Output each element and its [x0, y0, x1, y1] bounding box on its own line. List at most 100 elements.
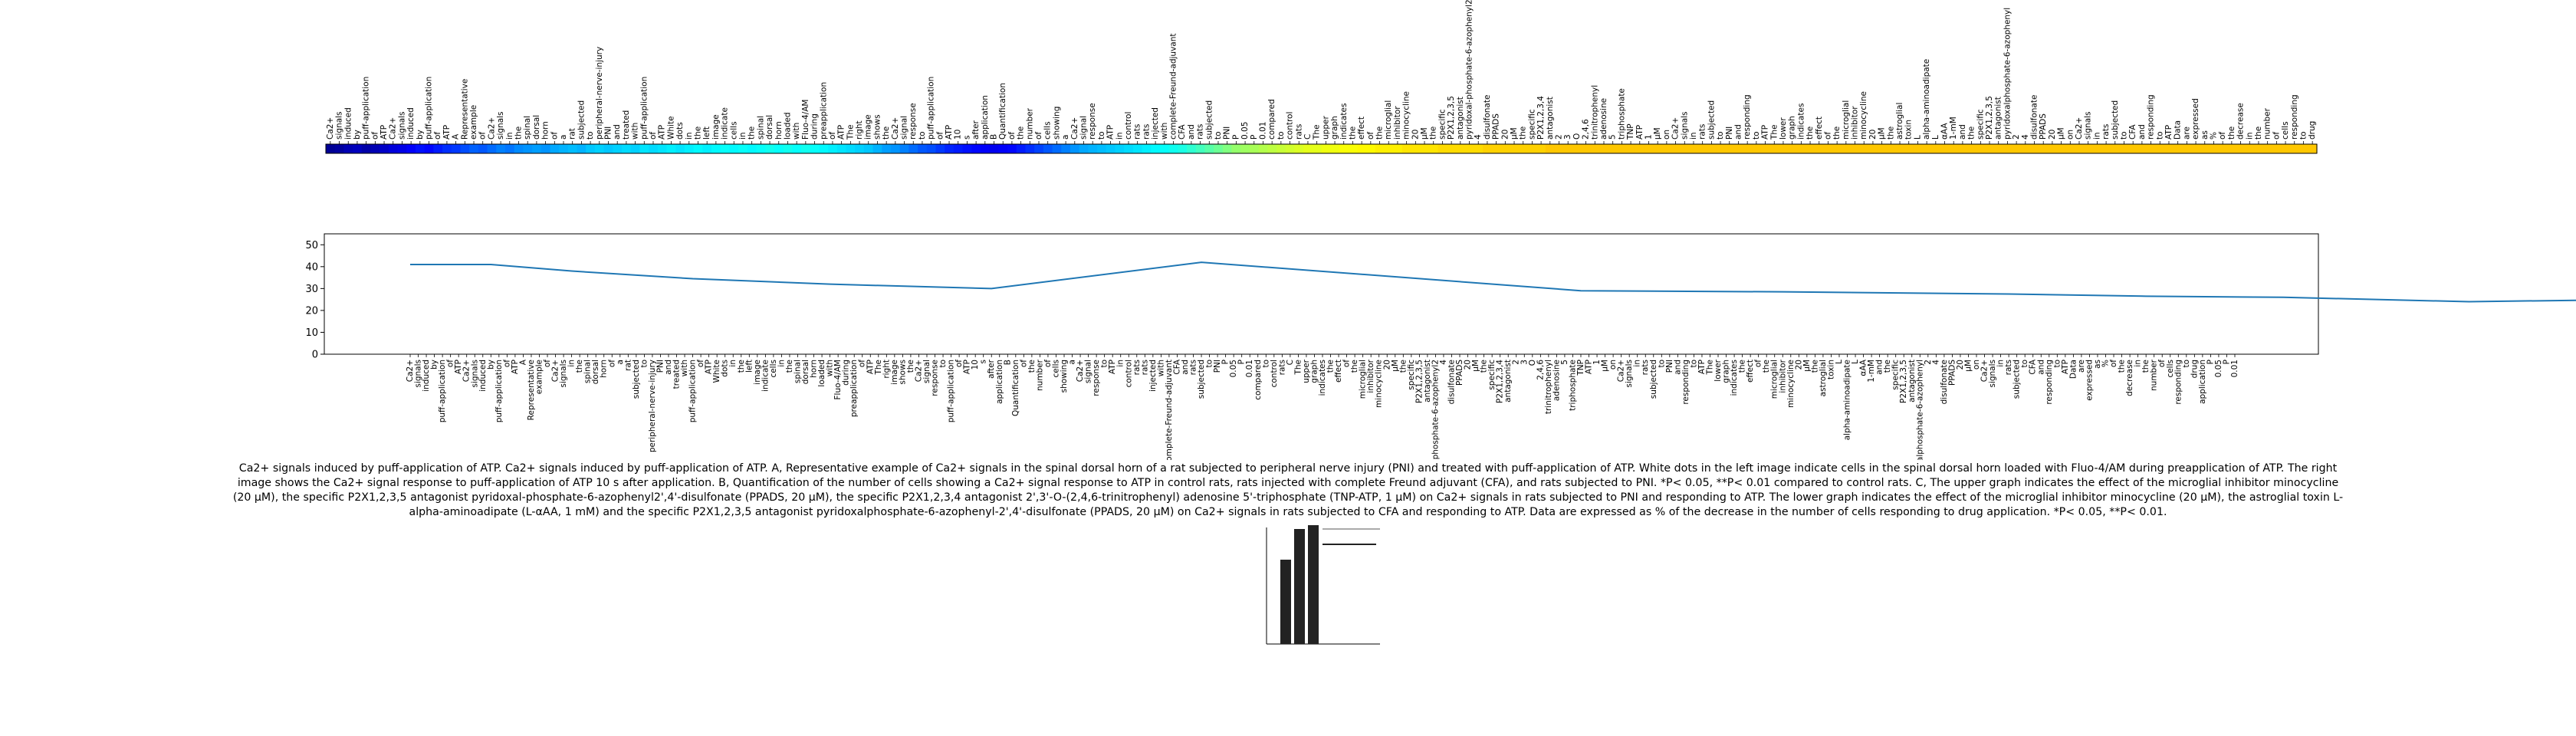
x-tick-label: B	[1003, 360, 1012, 365]
heatmap-token-label: specific	[1976, 109, 1985, 140]
x-tick-label: ATP	[866, 360, 875, 374]
heatmap-token-label: dots	[675, 122, 685, 140]
heatmap-token-label: in	[2092, 132, 2101, 140]
x-tick-label: to	[2020, 360, 2029, 368]
x-tick-label: response	[931, 360, 940, 396]
heatmap-token-label: Ca2+	[2075, 117, 2084, 140]
heatmap-cell	[2298, 144, 2308, 153]
x-tick-label: to	[1100, 360, 1109, 368]
heatmap-token-label: ATP	[380, 125, 389, 140]
heatmap-token-label: B	[990, 134, 999, 140]
heatmap-token-label: Ca2+	[326, 117, 335, 140]
heatmap-cell	[783, 144, 793, 153]
heatmap-token-label: peripheral-nerve-injury	[595, 47, 604, 140]
heatmap-token-label: minocycline	[1402, 91, 1411, 140]
heatmap-cell	[451, 144, 462, 153]
heatmap-cell	[433, 144, 443, 153]
heatmap-cell	[1724, 144, 1735, 153]
x-tick-label: pyridoxal-phosphate-6-azophenyl2	[1431, 360, 1440, 460]
x-tick-label: ATP	[511, 360, 520, 374]
x-tick-label: CFA	[2029, 359, 2038, 374]
x-tick-label: cells	[1051, 360, 1060, 378]
heatmap-token-label: and	[2137, 124, 2147, 140]
heatmap-cell	[2155, 144, 2165, 153]
x-tick-label: P2X1,2,3,5	[1414, 360, 1424, 403]
x-tick-label: to	[639, 360, 649, 368]
x-tick-label: loaded	[817, 360, 826, 387]
x-tick-label: subjected	[2013, 360, 2022, 399]
heatmap-token-label: Quantification	[998, 83, 1007, 140]
heatmap-cell	[1312, 144, 1322, 153]
heatmap-token-label: 20	[1411, 130, 1420, 140]
heatmap-token-label: antagonist	[1994, 97, 2003, 140]
heatmap-token-label: 3	[1563, 134, 1572, 140]
heatmap-cell	[1420, 144, 1430, 153]
heatmap-cell	[1895, 144, 1905, 153]
x-tick-label: PPADS	[1947, 360, 1957, 386]
x-tick-label: specific	[1407, 360, 1416, 390]
heatmap-token-label: spinal	[523, 116, 532, 140]
x-tick-label: 0.05	[1229, 360, 1238, 377]
heatmap-token-label: P	[1250, 135, 1259, 140]
x-tick-label: 1-mM	[1867, 360, 1876, 383]
heatmap-cell	[1178, 144, 1188, 153]
heatmap-cell	[1930, 144, 1941, 153]
heatmap-token-label: antagonist	[1546, 97, 1555, 140]
x-tick-label: by	[430, 360, 439, 370]
heatmap-cell	[836, 144, 847, 153]
heatmap-cell	[343, 144, 353, 153]
x-tick-label: induced	[478, 360, 488, 392]
heatmap-cell	[2137, 144, 2147, 153]
x-tick-label: disulfonate	[1447, 360, 1457, 404]
heatmap-token-label: Ca2+	[1671, 117, 1681, 140]
x-tick-label: to	[1261, 360, 1270, 368]
heatmap-token-label: the	[514, 127, 524, 140]
heatmap-cell	[1563, 144, 1573, 153]
x-tick-label: the	[1810, 360, 1819, 373]
y-tick-label: 0	[312, 350, 318, 361]
heatmap-cell	[353, 144, 363, 153]
heatmap-cell	[1949, 144, 1959, 153]
heatmap-cell	[1599, 144, 1609, 153]
heatmap-cell	[693, 144, 703, 153]
heatmap-cell	[1500, 144, 1510, 153]
x-tick-label: dorsal	[801, 360, 810, 384]
heatmap-token-label: 20	[1500, 130, 1510, 140]
heatmap-token-label: rats	[1196, 124, 1205, 140]
heatmap-token-label: image	[711, 114, 721, 140]
heatmap-token-label: to	[1276, 131, 1286, 140]
x-tick-label: The	[1293, 360, 1303, 376]
x-tick-label: the	[1762, 360, 1771, 373]
heatmap-cell	[1859, 144, 1869, 153]
heatmap-token-label: ATP	[1635, 125, 1644, 140]
x-tick-label: response	[1092, 360, 1101, 396]
x-tick-label: μM	[1963, 360, 1973, 372]
heatmap-token-label: Data	[2174, 120, 2183, 140]
heatmap-token-label: signals	[397, 111, 406, 140]
x-tick-label: μM	[1391, 360, 1400, 372]
heatmap-cell	[1787, 144, 1798, 153]
heatmap-token-label: signal	[1079, 116, 1089, 140]
heatmap-token-label: with	[1160, 123, 1169, 140]
heatmap-token-label: in	[1689, 132, 1698, 140]
x-tick-label: spinal	[793, 360, 802, 383]
heatmap-token-label: on	[2065, 130, 2075, 140]
heatmap-token-label: White	[666, 116, 675, 140]
x-tick-label: rats	[2004, 360, 2013, 375]
heatmap-cell	[971, 144, 981, 153]
heatmap-cell	[1689, 144, 1699, 153]
x-tick-label: White	[712, 360, 721, 383]
heatmap-token-label: μM	[1653, 127, 1662, 140]
heatmap-token-label: of	[1823, 132, 1832, 140]
x-tick-label: P	[2222, 360, 2231, 364]
heatmap-cell	[1814, 144, 1825, 153]
heatmap-token-label: expressed	[2191, 98, 2200, 140]
heatmap-cell	[1285, 144, 1296, 153]
x-tick-label: to	[1689, 360, 1698, 368]
heatmap-cell	[1806, 144, 1815, 153]
heatmap-cell	[1303, 144, 1313, 153]
x-tick-label: puff-application	[947, 360, 956, 422]
x-tick-label: 1	[1592, 360, 1602, 365]
x-tick-label: graph	[1309, 360, 1319, 383]
heatmap-token-label: rats	[2101, 124, 2111, 140]
